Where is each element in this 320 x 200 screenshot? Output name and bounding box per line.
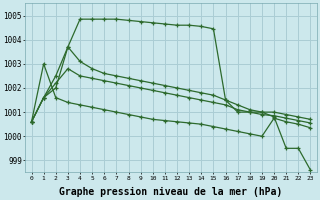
X-axis label: Graphe pression niveau de la mer (hPa): Graphe pression niveau de la mer (hPa): [60, 186, 283, 197]
